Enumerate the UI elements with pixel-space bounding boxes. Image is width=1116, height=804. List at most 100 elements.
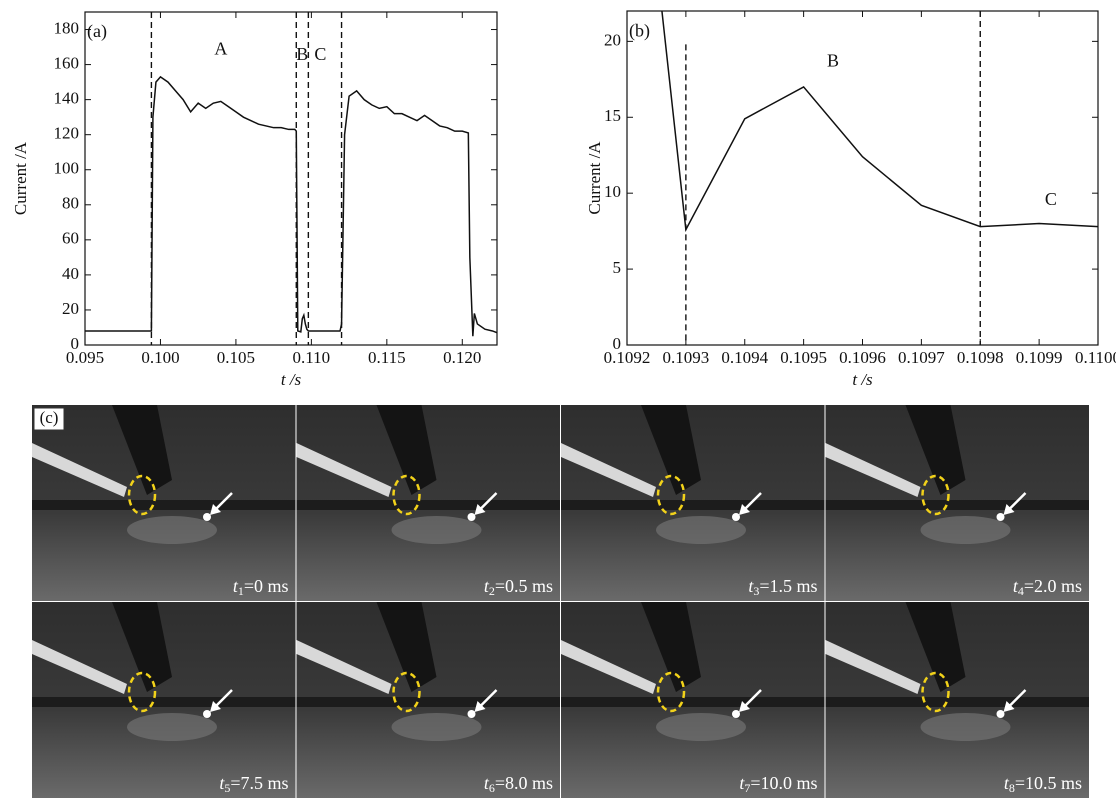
- droplet: [203, 513, 211, 521]
- annotation: C: [1045, 189, 1057, 209]
- seam: [825, 697, 1089, 707]
- caption: t2=0.5 ms: [484, 576, 553, 598]
- caption-var: t: [484, 773, 490, 793]
- caption-var: t: [484, 576, 490, 596]
- caption-value: =8.0 ms: [495, 773, 553, 793]
- caption-value: =1.5 ms: [759, 576, 817, 596]
- photo-panel: t4=2.0 ms: [825, 405, 1089, 601]
- x-tick-label: 0.1099: [1016, 348, 1063, 367]
- seam: [825, 500, 1089, 510]
- droplet: [467, 513, 476, 521]
- wire: [561, 640, 656, 694]
- panel-label-box: [33, 407, 65, 431]
- spray: [656, 713, 746, 741]
- caption: t6=8.0 ms: [484, 773, 553, 795]
- torch: [641, 405, 701, 495]
- photo-panel: t5=7.5 ms: [32, 602, 296, 798]
- caption-value: =10.0 ms: [750, 773, 817, 793]
- torch: [905, 405, 966, 495]
- wire: [561, 443, 656, 497]
- marker-ellipse: [392, 474, 421, 516]
- spray: [127, 516, 217, 544]
- marker-ellipse: [392, 671, 421, 713]
- x-tick-label: 0.110: [293, 348, 331, 367]
- marker-ellipse: [921, 671, 950, 713]
- y-axis-label: Current /A: [585, 141, 604, 215]
- arrow-head: [739, 701, 750, 712]
- x-tick-label: 0.100: [141, 348, 179, 367]
- wire: [32, 443, 127, 497]
- y-tick-label: 0: [71, 334, 80, 353]
- y-tick-label: 120: [54, 124, 80, 143]
- x-tick-label: 0.1095: [780, 348, 827, 367]
- x-axis-label: t /s: [852, 370, 873, 389]
- caption-sub: 7: [744, 781, 750, 795]
- caption-sub: 2: [489, 584, 495, 598]
- torch: [376, 405, 437, 495]
- x-tick-label: 0.095: [66, 348, 104, 367]
- spray: [391, 713, 482, 741]
- y-tick-label: 15: [604, 106, 621, 125]
- caption-sub: 5: [224, 781, 230, 795]
- y-tick-label: 100: [54, 159, 80, 178]
- caption: t7=10.0 ms: [739, 773, 817, 795]
- annotation: B: [827, 51, 839, 71]
- torch: [641, 602, 701, 692]
- seam: [32, 697, 296, 707]
- caption-var: t: [739, 773, 745, 793]
- arrow-head: [1003, 701, 1015, 712]
- wire: [296, 640, 392, 694]
- droplet: [732, 513, 740, 521]
- droplet: [467, 710, 476, 718]
- spray: [920, 713, 1011, 741]
- seam: [561, 697, 825, 707]
- y-tick-label: 10: [604, 182, 621, 201]
- arrow-head: [474, 504, 486, 515]
- marker-ellipse: [921, 474, 950, 516]
- annotation: B: [296, 44, 308, 64]
- caption-sub: 6: [489, 781, 495, 795]
- y-axis-label: Current /A: [11, 141, 30, 215]
- x-tick-label: 0.115: [368, 348, 406, 367]
- photo-panel: t6=8.0 ms: [296, 602, 560, 798]
- wire: [296, 443, 392, 497]
- wire: [32, 640, 127, 694]
- caption-var: t: [748, 576, 754, 596]
- arrow-head: [739, 504, 750, 515]
- annotation: (b): [629, 20, 650, 41]
- caption-sub: 8: [1009, 781, 1015, 795]
- photo-panel: t7=10.0 ms: [561, 602, 825, 798]
- torch: [112, 602, 172, 692]
- marker-ellipse: [656, 671, 686, 713]
- caption: t8=10.5 ms: [1004, 773, 1082, 795]
- spray: [391, 516, 482, 544]
- x-tick-label: 0.1094: [721, 348, 768, 367]
- droplet: [732, 710, 740, 718]
- annotation: A: [214, 39, 227, 59]
- droplet: [996, 513, 1005, 521]
- caption: t3=1.5 ms: [748, 576, 817, 598]
- marker-ellipse: [127, 671, 157, 713]
- seam: [296, 697, 560, 707]
- arrow-head: [1003, 504, 1015, 515]
- seam: [32, 500, 296, 510]
- photo-panel: t2=0.5 ms: [296, 405, 560, 601]
- plot-frame: [626, 10, 1099, 346]
- arrow-head: [210, 701, 221, 712]
- x-tick-label: 0.1097: [898, 348, 945, 367]
- droplet: [996, 710, 1005, 718]
- caption-sub: 4: [1018, 584, 1024, 598]
- y-tick-label: 80: [62, 194, 79, 213]
- y-tick-label: 180: [54, 18, 80, 37]
- spray: [920, 516, 1011, 544]
- caption: t1=0 ms: [233, 576, 289, 598]
- torch: [376, 602, 437, 692]
- wire: [825, 640, 921, 694]
- caption: t4=2.0 ms: [1013, 576, 1082, 598]
- photo-panel: t1=0 ms: [32, 405, 296, 601]
- photo-panel: t3=1.5 ms: [561, 405, 825, 601]
- y-tick-label: 160: [54, 53, 80, 72]
- torch: [112, 405, 172, 495]
- caption-var: t: [1004, 773, 1010, 793]
